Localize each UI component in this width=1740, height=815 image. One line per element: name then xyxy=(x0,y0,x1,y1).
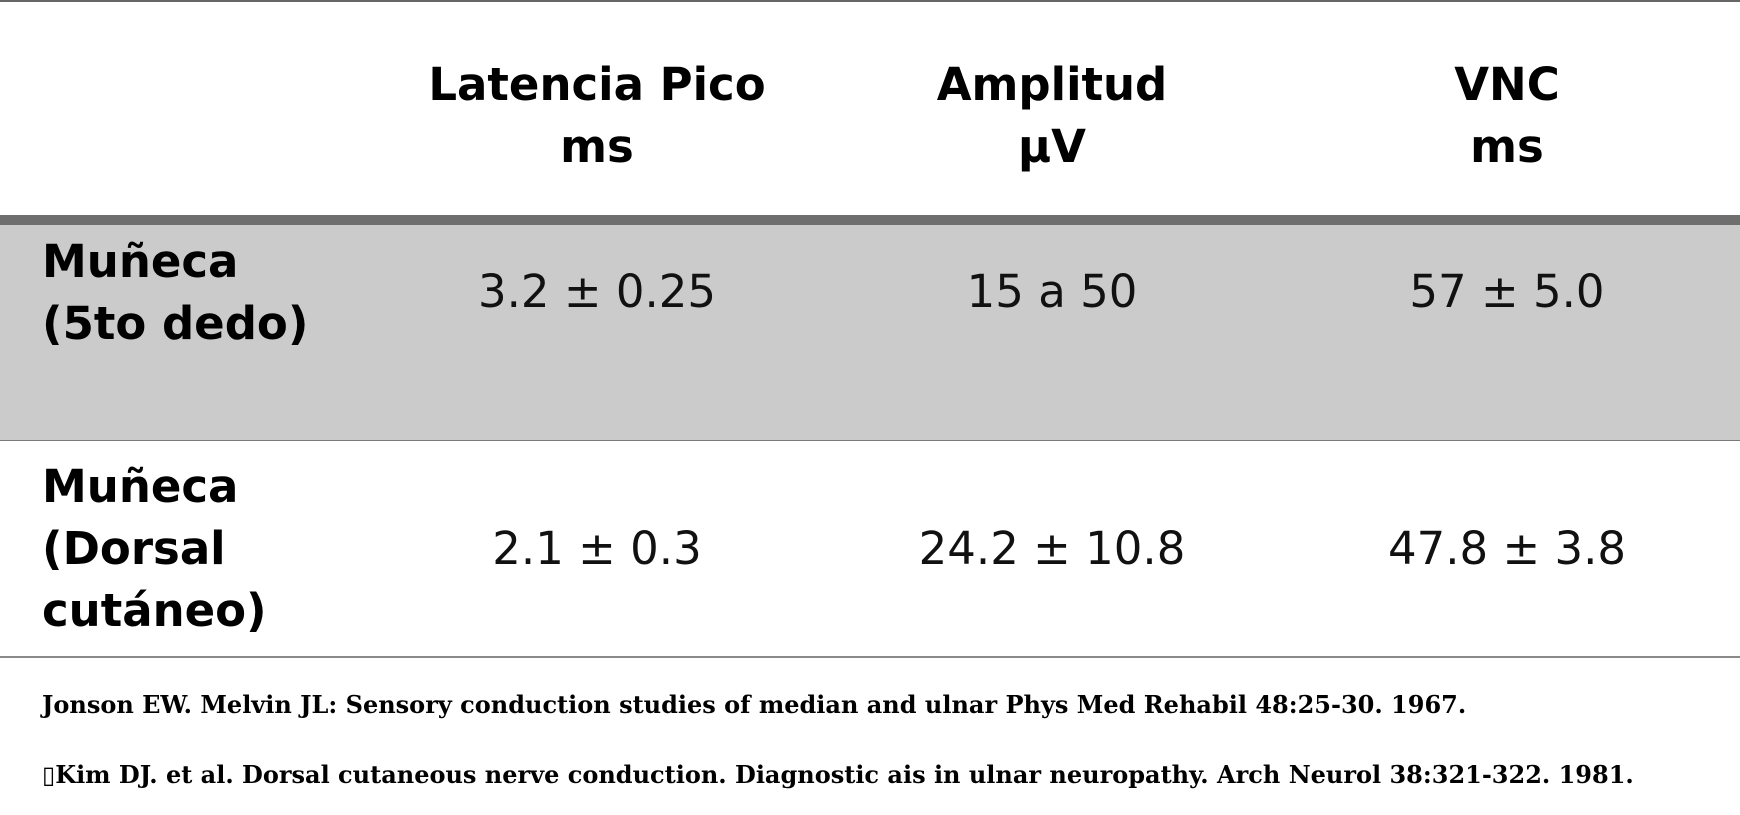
table-row: Muñeca (Dorsal cutáneo) 2.1 ± 0.3 24.2 ±… xyxy=(0,441,1740,656)
references: Jonson EW. Melvin JL: Sensory conduction… xyxy=(42,690,1722,790)
reference-item: ▯Kim DJ. et al. Dorsal cutaneous nerve c… xyxy=(42,760,1634,789)
top-rule xyxy=(0,0,1740,2)
latency-value: 2.1 ± 0.3 xyxy=(492,521,702,575)
amplitude-cell: 24.2 ± 10.8 xyxy=(822,441,1282,656)
amplitude-value: 24.2 ± 10.8 xyxy=(918,521,1186,575)
latency-cell: 2.1 ± 0.3 xyxy=(372,441,822,656)
header-rule xyxy=(0,215,1740,225)
row-label-line: Muñeca xyxy=(42,235,239,288)
amplitude-cell: 15 a 50 xyxy=(822,225,1282,440)
header-vnc-title: VNC xyxy=(1454,57,1560,111)
latency-value: 3.2 ± 0.25 xyxy=(477,265,717,318)
latency-cell: 3.2 ± 0.25 xyxy=(372,225,822,440)
header-latency-title: Latencia Pico xyxy=(428,57,766,111)
table-header-row: Latencia Pico ms Amplitud μV VNC ms xyxy=(0,2,1740,215)
vnc-cell: 47.8 ± 3.8 xyxy=(1282,441,1732,656)
vnc-value: 57 ± 5.0 xyxy=(1409,265,1605,318)
header-vnc: VNC ms xyxy=(1282,2,1732,215)
header-latency: Latencia Pico ms xyxy=(372,2,822,215)
header-empty-cell xyxy=(42,2,372,215)
header-latency-unit: ms xyxy=(560,119,634,173)
row-label-cell: Muñeca (Dorsal cutáneo) xyxy=(42,441,372,656)
row-label-line: (5to dedo) xyxy=(42,297,309,350)
row-label-cell: Muñeca (5to dedo) xyxy=(42,225,372,440)
vnc-value: 47.8 ± 3.8 xyxy=(1387,521,1627,575)
table-row: Muñeca (5to dedo) 3.2 ± 0.25 15 a 50 57 … xyxy=(0,225,1740,440)
reference-item: Jonson EW. Melvin JL: Sensory conduction… xyxy=(42,690,1467,719)
header-vnc-unit: ms xyxy=(1470,119,1544,173)
amplitude-value: 15 a 50 xyxy=(966,265,1138,318)
row-label-line: (Dorsal xyxy=(42,521,226,575)
header-amplitude-title: Amplitud xyxy=(936,57,1168,111)
vnc-cell: 57 ± 5.0 xyxy=(1282,225,1732,440)
row-label-line: cutáneo) xyxy=(42,583,267,637)
row-label-line: Muñeca xyxy=(42,459,239,513)
header-amplitude-unit: μV xyxy=(1018,119,1086,173)
bottom-rule xyxy=(0,656,1740,658)
header-amplitude: Amplitud μV xyxy=(822,2,1282,215)
row-divider xyxy=(0,440,1740,441)
